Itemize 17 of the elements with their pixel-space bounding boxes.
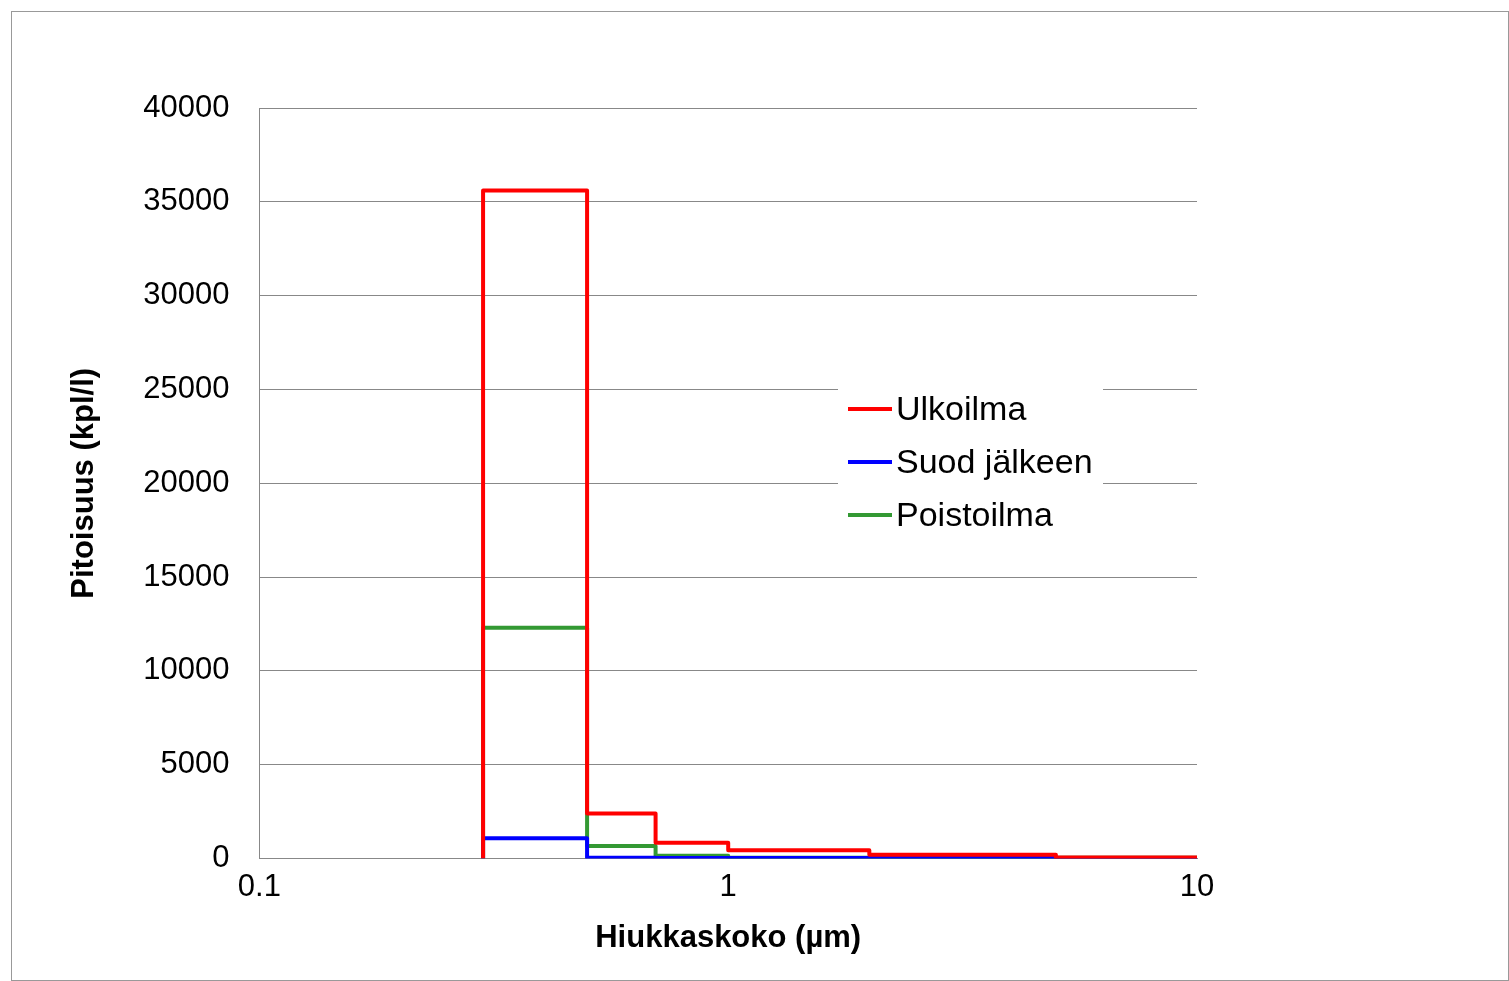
x-axis-title: Hiukkaskoko (µm) [595, 918, 862, 954]
y-tick-label: 10000 [143, 651, 230, 687]
x-tick-label: 10 [1179, 867, 1215, 903]
y-tick-label: 30000 [143, 276, 230, 312]
y-axis-title: Pitoisuus (kpl/l) [65, 367, 101, 599]
y-tick-label: 40000 [143, 88, 230, 124]
y-tick-label: 20000 [143, 463, 230, 499]
y-tick-label: 35000 [143, 182, 230, 218]
y-tick-label: 5000 [160, 745, 230, 781]
x-tick-label: 0.1 [237, 867, 281, 903]
y-tick-label: 25000 [143, 370, 230, 406]
y-tick-label: 0 [212, 839, 230, 875]
legend-label: Poistoilma [896, 495, 1053, 534]
y-tick-label: 15000 [143, 557, 230, 593]
x-tick-label: 1 [719, 867, 737, 903]
legend-label: Suod jälkeen [896, 442, 1093, 481]
legend-label: Ulkoilma [896, 389, 1027, 428]
